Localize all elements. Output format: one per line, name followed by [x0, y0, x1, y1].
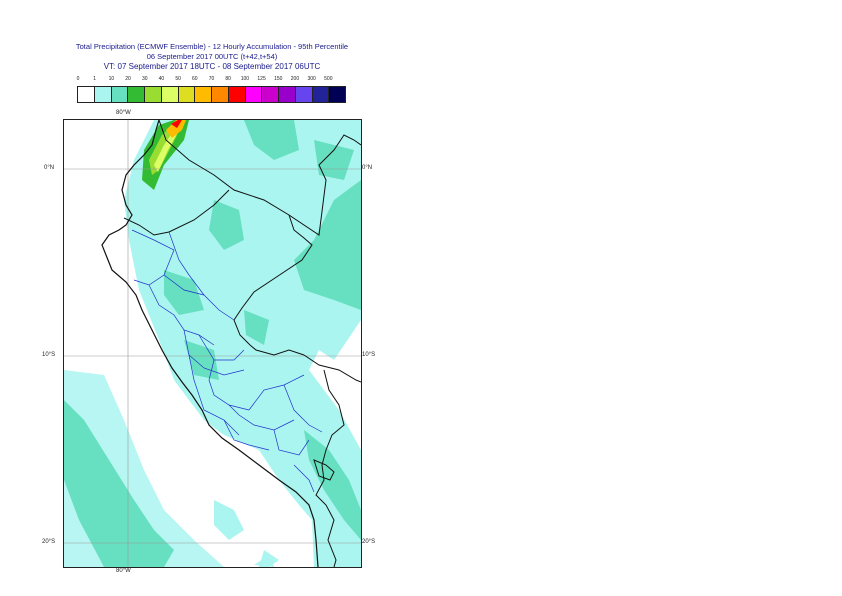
map-gridlines: [64, 120, 361, 567]
precipitation-legend: 0 1 10 20 30 40 50 60 70 80 100 125 150 200 300 500: [77, 76, 357, 103]
legend-tick-label: 70: [208, 76, 215, 82]
legend-swatch: [329, 87, 345, 102]
region-borders: [131, 229, 323, 493]
legend-swatch: [245, 87, 263, 102]
legend-swatch: [262, 87, 279, 102]
legend-tick-label: 50: [175, 76, 181, 82]
legend-swatch: [145, 87, 162, 102]
legend-tick-label: 80: [225, 76, 231, 82]
legend-swatch: [279, 87, 296, 102]
valid-time-label: VT: 07 September 2017 18UTC - 08 Septemb…: [103, 62, 321, 71]
base-time-label: 06 September 2017 00UTC (t+42,t+54): [146, 52, 278, 61]
coastline: [101, 120, 319, 567]
legend-tick-labels: 0 1 10 20 30 40 50 60 70 80 100 125 150 200 300 500: [77, 76, 357, 84]
legend-tick-label: 200: [290, 76, 300, 82]
legend-tick-label: 30: [141, 76, 148, 82]
legend-tick-label: 150: [274, 76, 283, 82]
legend-tick-label: 1: [93, 76, 97, 82]
legend-tick-label: 300: [307, 76, 316, 82]
legend-tick-label: 60: [192, 76, 198, 82]
legend-tick-label: 20: [125, 76, 131, 82]
legend-swatch: [178, 87, 196, 102]
legend-tick-label: 40: [158, 76, 165, 82]
legend-tick-label: 0: [76, 76, 80, 82]
legend-tick-label: 125: [257, 76, 266, 82]
lat-label-20s: 20°S: [42, 539, 56, 545]
legend-color-bar: [77, 86, 346, 103]
lat-label-0n-right: 0°N: [362, 165, 373, 171]
legend-swatch: [228, 87, 246, 102]
legend-swatch: [94, 87, 112, 102]
legend-swatch: [128, 87, 145, 102]
legend-swatch: [78, 87, 95, 102]
legend-swatch: [195, 87, 212, 102]
lat-label-10s: 10°S: [42, 352, 56, 358]
lat-label-20s-right: 20°S: [362, 539, 376, 545]
legend-tick-label: 10: [108, 76, 115, 82]
map-canvas: [64, 120, 361, 567]
legend-tick-label: 100: [240, 76, 250, 82]
chart-title: Total Precipitation (ECMWF Ensemble) - 1…: [75, 42, 349, 51]
legend-swatch: [111, 87, 129, 102]
legend-swatch: [212, 87, 229, 102]
legend-swatch: [312, 87, 330, 102]
precipitation-map: [63, 119, 362, 568]
legend-tick-label: 500: [324, 76, 333, 82]
lon-label-bottom: 80°W: [116, 568, 131, 574]
legend-swatch: [161, 87, 179, 102]
legend-swatch: [295, 87, 313, 102]
lat-label-0n: 0°N: [44, 165, 55, 171]
lat-label-10s-right: 10°S: [362, 352, 376, 358]
lon-label-top: 80°W: [116, 110, 131, 116]
